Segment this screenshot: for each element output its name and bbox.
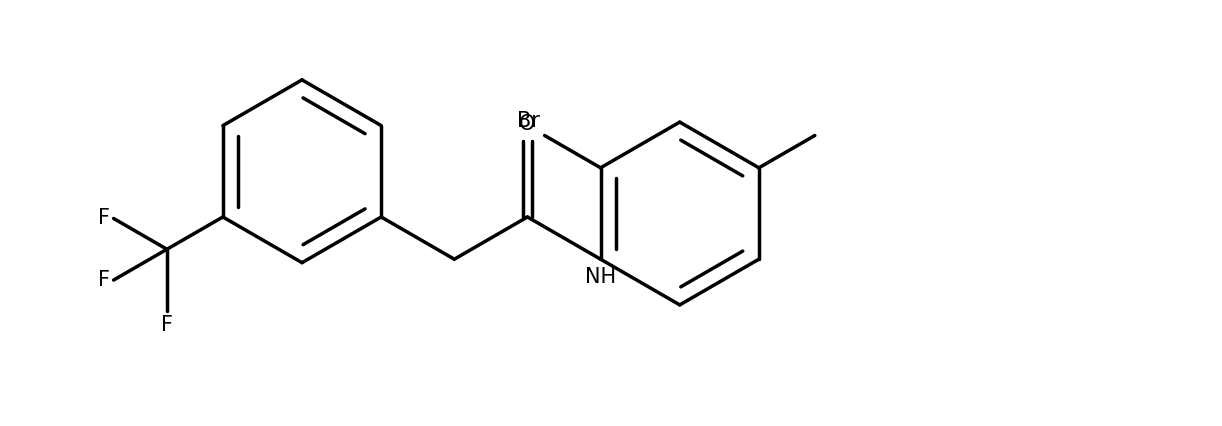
Text: F: F <box>161 315 174 335</box>
Text: NH: NH <box>585 267 616 287</box>
Text: F: F <box>98 270 110 290</box>
Text: F: F <box>98 208 110 228</box>
Text: O: O <box>519 114 535 134</box>
Text: Br: Br <box>517 110 540 130</box>
